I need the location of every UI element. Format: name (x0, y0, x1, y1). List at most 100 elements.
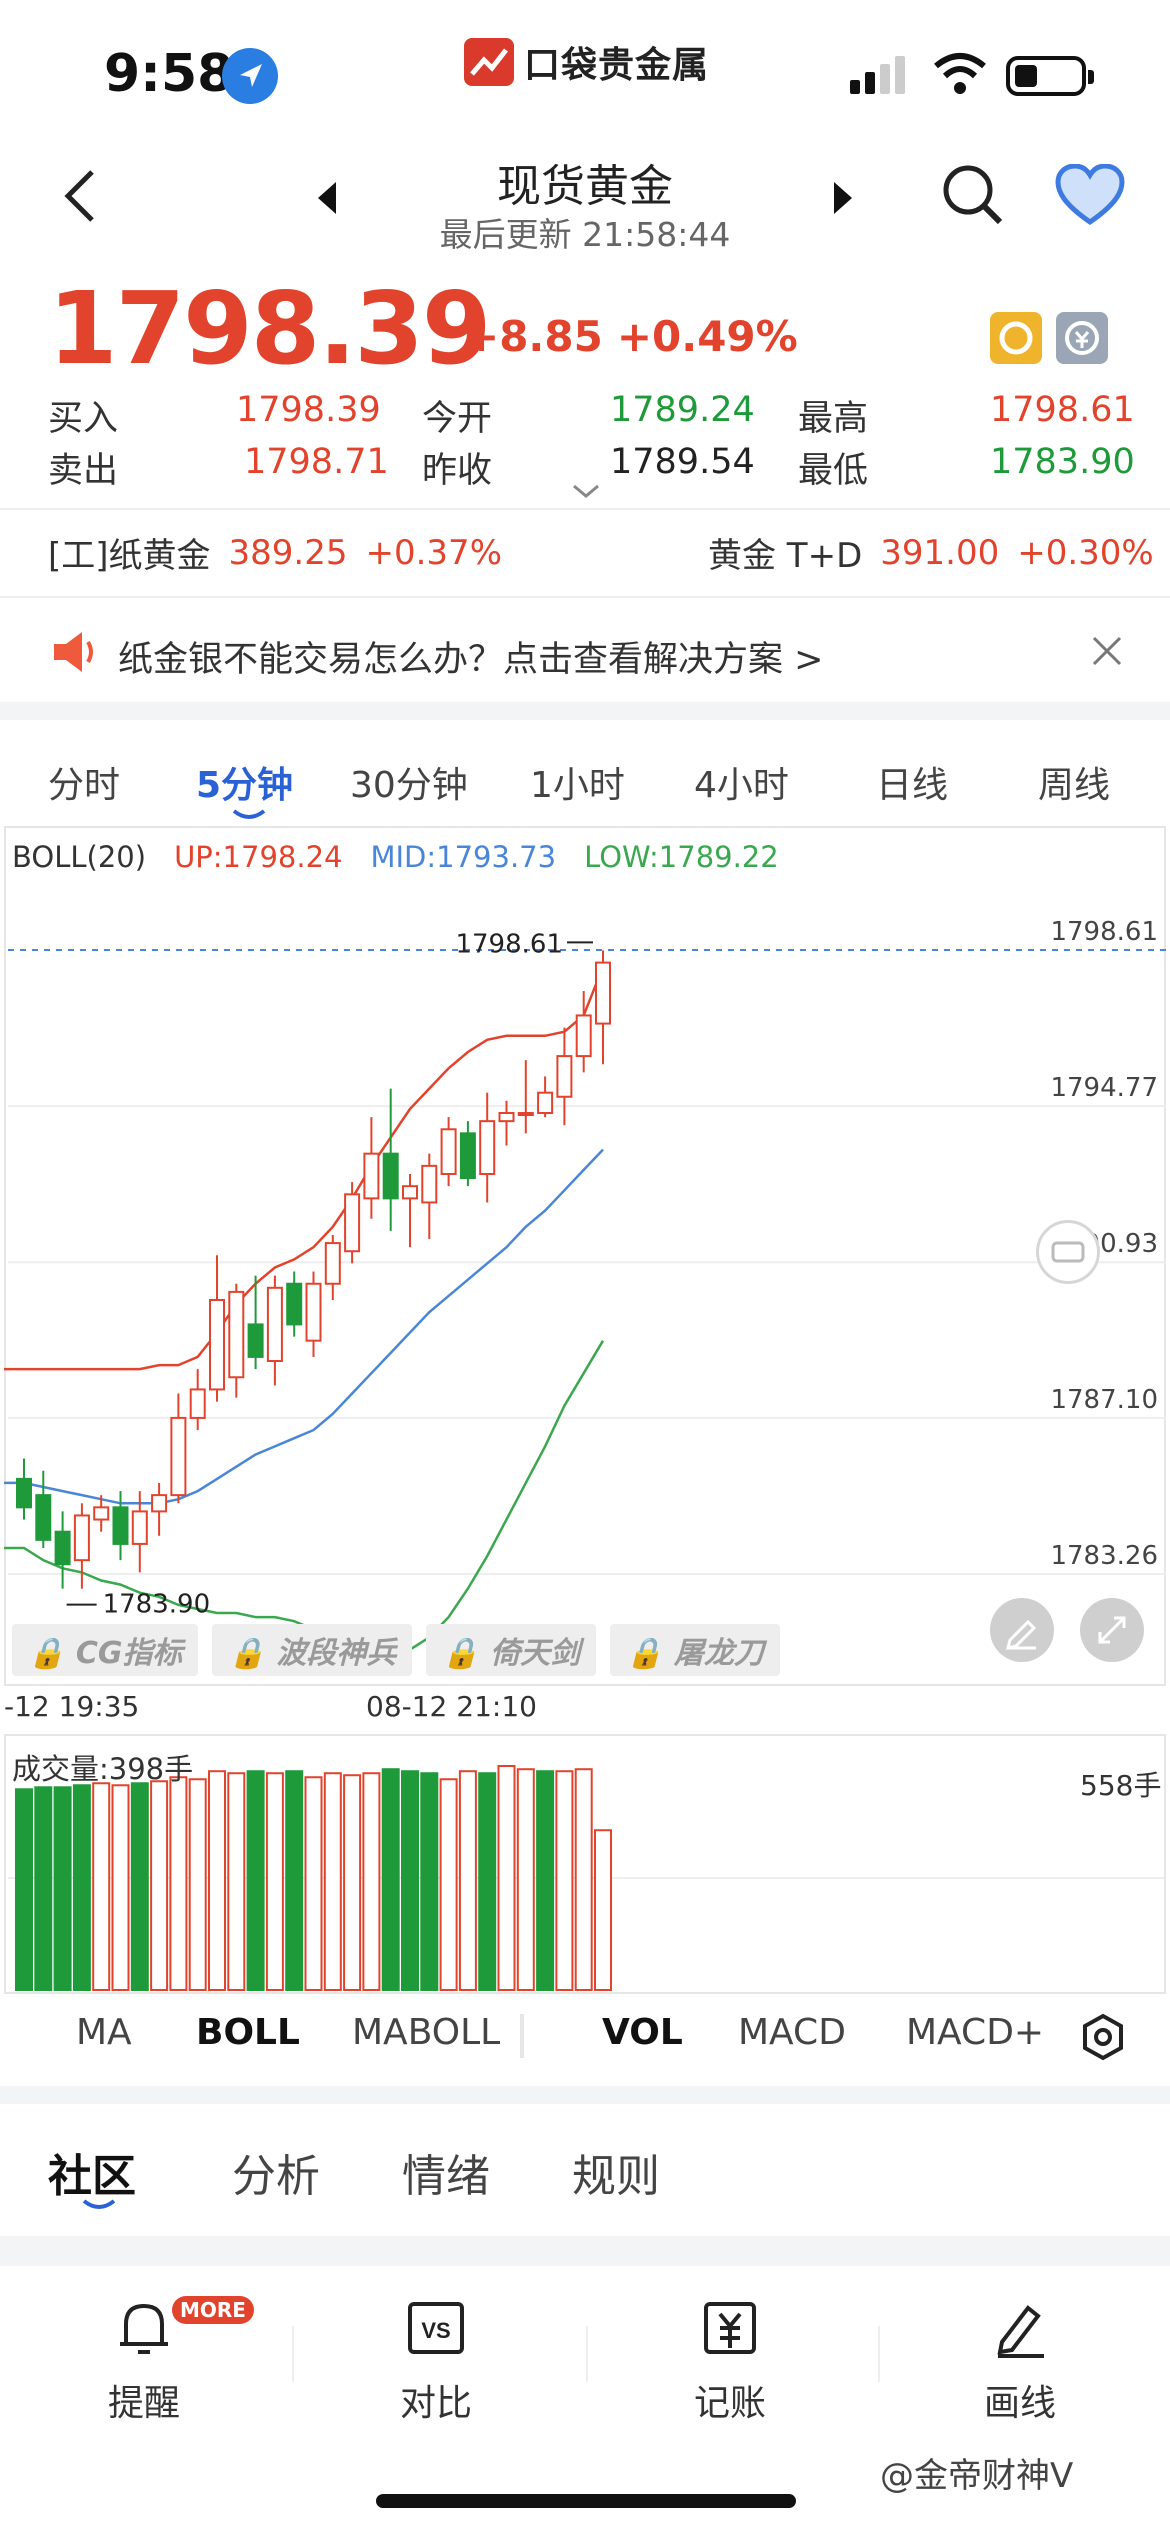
volume-bar (285, 1770, 304, 1991)
boll-name: BOLL(20) (12, 840, 147, 874)
bell-icon (112, 2296, 176, 2360)
watermark-text: @金帝财神V (880, 2456, 1074, 2496)
section-gap (0, 2236, 1170, 2266)
nav-separator (586, 2326, 588, 2382)
high-marker-label: 1798.61 (455, 929, 563, 959)
candle-body (363, 1152, 380, 1200)
prev-instrument-button[interactable] (314, 178, 340, 218)
volume-bar (420, 1772, 439, 1992)
expand-chevron-icon[interactable] (572, 484, 600, 504)
draw-tool-icon[interactable] (990, 1598, 1054, 1662)
candle-body (382, 1152, 399, 1200)
bid-value: 1798.39 (236, 390, 381, 430)
logo-mark-icon (464, 38, 514, 86)
volume-chart-area[interactable] (4, 1734, 1166, 1994)
nav-ledger[interactable]: 记账 (640, 2296, 820, 2426)
candle-body (73, 1514, 90, 1562)
chip-cg[interactable]: 🔒 CG指标 (12, 1624, 199, 1676)
candle-body (479, 1120, 496, 1175)
bid-label: 买入 (48, 399, 119, 439)
tab-period-30min[interactable]: 30分钟 (350, 765, 468, 806)
speaker-icon (48, 626, 100, 687)
candle-body (402, 1185, 418, 1200)
y-tick-label: 1798.61 (1050, 917, 1158, 947)
sub-quote-name: [工]纸黄金 (48, 536, 211, 576)
sub-quote-td[interactable]: 黄金 T+D 391.00 +0.30% (708, 528, 1154, 577)
nav-alert[interactable]: 提醒 (54, 2296, 234, 2426)
chip-blade[interactable]: 🔒 屠龙刀 (610, 1624, 780, 1676)
tab-period-day[interactable]: 日线 (876, 765, 949, 806)
y-tick-label: 1787.10 (1050, 1385, 1158, 1415)
candle-body (266, 1286, 283, 1362)
nav-draw[interactable]: 画线 (930, 2296, 1110, 2426)
tab-indicator-ma[interactable]: MA (76, 2012, 132, 2053)
candle-body (344, 1193, 361, 1253)
boll-mid: MID:1793.73 (370, 840, 557, 874)
volume-bar (555, 1770, 574, 1991)
boll-up-line (4, 966, 605, 1371)
tab-rules[interactable]: 规则 (572, 2151, 660, 2202)
boll-legend: BOLL(20) UP:1798.24 MID:1793.73 LOW:1789… (12, 840, 779, 874)
tab-sentiment[interactable]: 情绪 (402, 2151, 490, 2202)
tab-indicator-macd-plus[interactable]: MACD+ (906, 2012, 1045, 2053)
last-update-label: 最后更新 (439, 215, 572, 254)
tab-analysis[interactable]: 分析 (232, 2151, 320, 2202)
home-indicator (376, 2494, 796, 2508)
volume-bar (497, 1765, 516, 1991)
page-title: 现货黄金 (497, 161, 673, 212)
candle-body (459, 1132, 476, 1180)
candle-body (151, 1494, 168, 1513)
refresh-icon[interactable] (990, 312, 1042, 364)
nav-ledger-label: 记账 (693, 2383, 766, 2424)
change-value: +8.85 (464, 312, 603, 361)
svg-text:VS: VS (421, 2318, 450, 2343)
boll-low: LOW:1789.22 (584, 840, 779, 874)
candle-body (93, 1506, 110, 1521)
price-change: +8.85 +0.49% (464, 312, 798, 361)
tab-indicator-maboll[interactable]: MABOLL (352, 2012, 501, 2053)
more-badge: MORE (172, 2296, 254, 2324)
tab-indicator-boll[interactable]: BOLL (196, 2012, 300, 2053)
pencil-icon (988, 2296, 1052, 2360)
settlement-icon[interactable] (1036, 1220, 1100, 1284)
tab-period-timeshare[interactable]: 分时 (48, 765, 121, 806)
currency-icon[interactable] (1056, 312, 1108, 364)
y-tick-label: 1794.77 (1050, 1073, 1158, 1103)
fullscreen-icon[interactable] (1080, 1598, 1144, 1662)
chip-sword[interactable]: 🔒 倚天剑 (426, 1624, 597, 1676)
volume-bar (381, 1768, 400, 1991)
open-label: 今开 (422, 399, 493, 439)
tab-community[interactable]: 社区 (48, 2151, 136, 2202)
tab-indicator-macd[interactable]: MACD (738, 2012, 846, 2053)
sub-quote-price: 389.25 (228, 532, 348, 573)
open-value: 1789.24 (610, 390, 755, 430)
app-logo-text: 口袋贵金属 (524, 45, 710, 86)
nav-compare[interactable]: VS 对比 (346, 2296, 526, 2426)
boll-up: UP:1798.24 (174, 840, 343, 874)
candle-body (440, 1128, 457, 1175)
back-button[interactable] (56, 164, 106, 228)
ask-label: 卖出 (48, 451, 119, 491)
next-instrument-button[interactable] (830, 178, 856, 218)
search-icon[interactable] (940, 162, 1006, 228)
status-time: 9:58 (104, 44, 234, 104)
favorite-heart-icon[interactable] (1054, 163, 1126, 228)
sub-quote-paper-gold[interactable]: [工]纸黄金 389.25 +0.37% (48, 528, 502, 577)
tab-period-1h[interactable]: 1小时 (530, 765, 625, 806)
chip-cg-label: CG指标 (75, 1636, 183, 1671)
tab-period-5min[interactable]: 5分钟 (196, 765, 294, 806)
kline-chart-area[interactable] (4, 826, 1166, 1686)
indicator-settings-icon[interactable] (1078, 2012, 1128, 2066)
tab-indicator-vol[interactable]: VOL (602, 2012, 683, 2053)
volume-bar (516, 1768, 535, 1991)
close-icon[interactable] (1090, 634, 1124, 668)
chip-band[interactable]: 🔒 波段神兵 (212, 1624, 413, 1676)
tab-period-week[interactable]: 周线 (1038, 765, 1111, 806)
volume-bar (458, 1770, 477, 1991)
tab-period-4h[interactable]: 4小时 (694, 765, 789, 806)
notice-banner[interactable]: 纸金银不能交易怎么办？点击查看解决方案 > (48, 626, 823, 687)
candle-body (517, 1112, 534, 1117)
boll-low-line (4, 1340, 605, 1660)
cell-signal-icon (850, 56, 905, 94)
volume-bar (227, 1772, 246, 1992)
